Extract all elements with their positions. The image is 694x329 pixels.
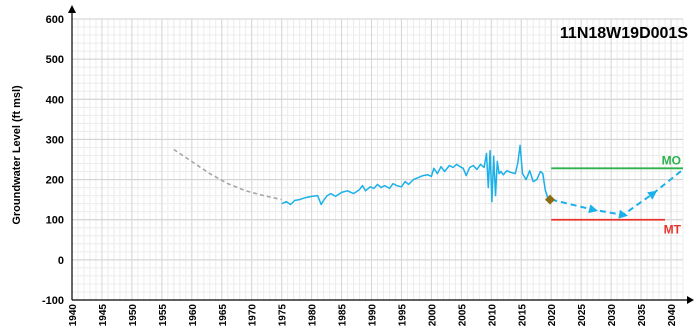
x-tick-label: 1940 <box>68 304 79 327</box>
minor-gridlines <box>71 18 684 301</box>
y-axis-arrow <box>68 5 76 13</box>
x-tick-label: 1985 <box>338 304 349 327</box>
x-tick-label: 2040 <box>667 304 678 327</box>
y-tick-label: 0 <box>58 255 64 267</box>
y-tick-label: 200 <box>46 175 64 187</box>
x-tick-label: 1965 <box>218 304 229 327</box>
x-tick-label: 2005 <box>457 304 468 327</box>
projection-arrow <box>618 209 629 219</box>
threshold-label-mo: MO <box>662 153 681 167</box>
series-estimated <box>173 148 282 201</box>
x-tick-label: 1945 <box>98 304 109 327</box>
current-level-marker <box>545 194 556 205</box>
y-tick-label: 300 <box>46 134 64 146</box>
x-tick-label: 2025 <box>577 304 588 327</box>
x-tick-label: 1955 <box>158 304 169 327</box>
threshold-lines: MO MT <box>551 153 683 237</box>
threshold-label-mt: MT <box>664 223 682 237</box>
x-axis-arrow <box>687 296 694 304</box>
y-tick-label: 500 <box>46 54 64 66</box>
y-tick-labels: -100 0 100 200 300 400 500 600 <box>42 14 64 307</box>
y-tick-label: 600 <box>46 14 64 26</box>
markers <box>545 190 658 219</box>
x-tick-label: 1995 <box>397 304 408 327</box>
series-observed <box>281 144 551 206</box>
x-tick-label: 2000 <box>427 304 438 327</box>
x-tick-labels: 1940 1945 1950 1955 1960 1965 1970 1975 1980 1985… <box>68 304 678 327</box>
x-tick-label: 2020 <box>547 304 558 327</box>
projection-arrow <box>647 190 658 200</box>
x-tick-label: 1960 <box>188 304 199 327</box>
x-tick-label: 1950 <box>128 304 139 327</box>
x-tick-label: 1970 <box>248 304 259 327</box>
x-tick-label: 1975 <box>278 304 289 327</box>
x-tick-label: 2010 <box>487 304 498 327</box>
x-tick-label: 1980 <box>308 304 319 327</box>
projection-arrow <box>588 204 599 214</box>
x-tick-label: 2030 <box>607 304 618 327</box>
chart-title: 11N18W19D001S <box>560 25 688 42</box>
x-tick-label: 2015 <box>517 304 528 327</box>
axes <box>68 5 694 304</box>
y-tick-label: 400 <box>46 94 64 106</box>
y-axis-label: Groundwater Level (ft msl) <box>11 85 23 225</box>
y-tick-label: -100 <box>42 295 64 307</box>
x-tick-label: 2035 <box>637 304 648 327</box>
y-tick-label: 100 <box>46 215 64 227</box>
x-tick-label: 1990 <box>368 304 379 327</box>
